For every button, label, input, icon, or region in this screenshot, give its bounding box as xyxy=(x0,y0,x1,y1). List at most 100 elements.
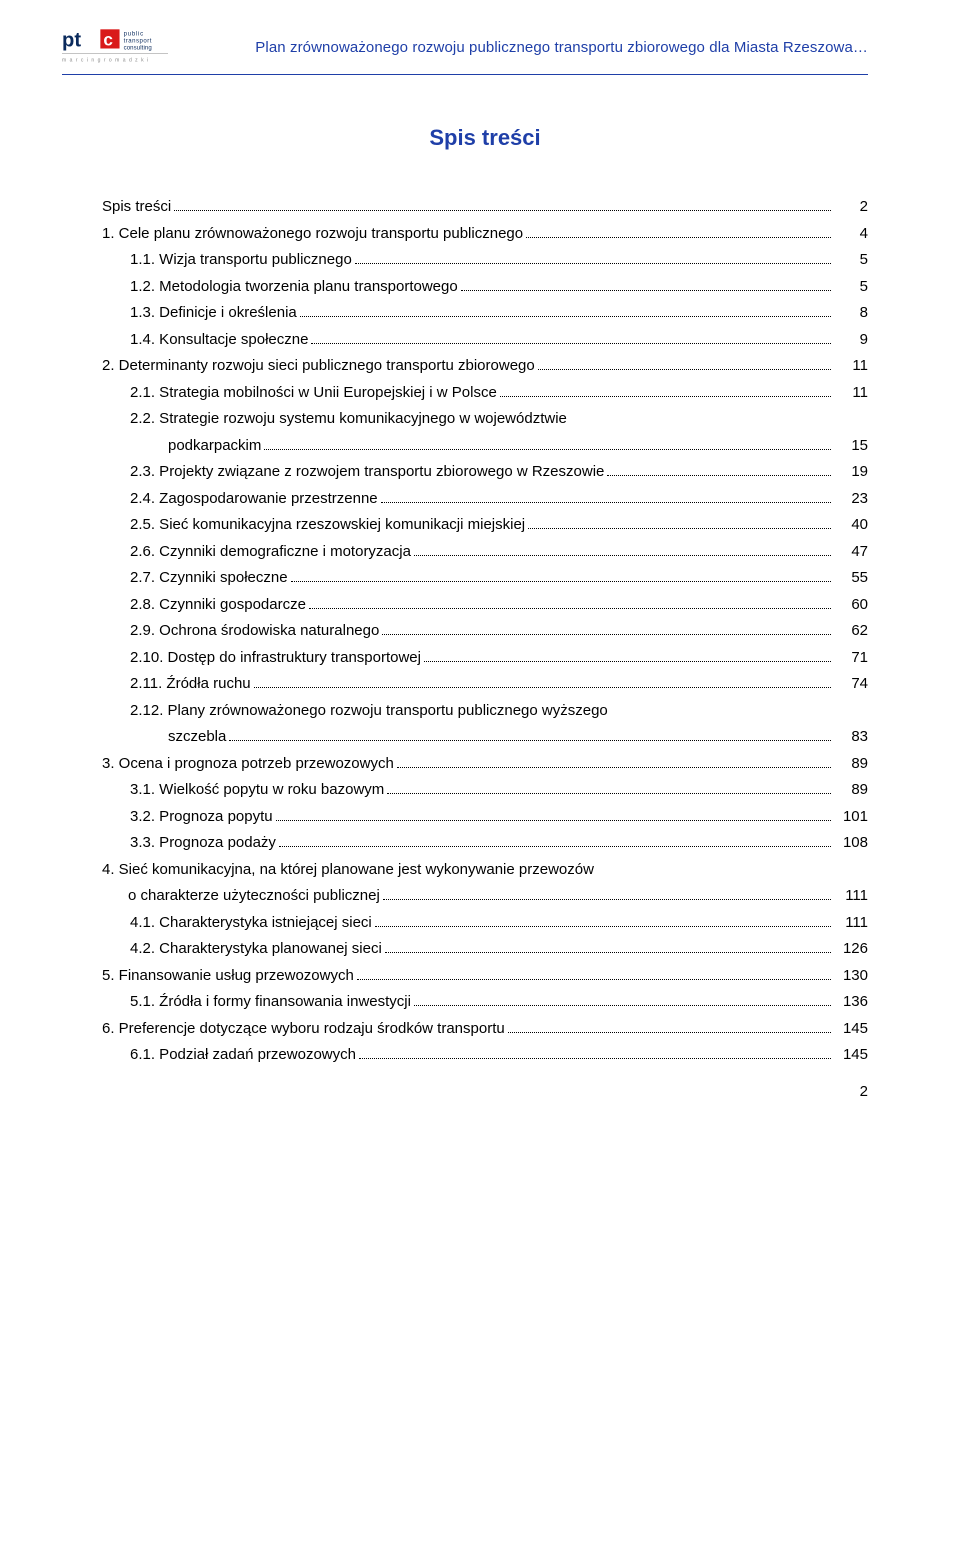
toc-entry-label: 2.7. Czynniki społeczne xyxy=(130,567,288,590)
toc-dot-leader xyxy=(607,475,831,476)
toc-entry-page: 74 xyxy=(834,673,868,696)
toc-entry: 3. Ocena i prognoza potrzeb przewozowych… xyxy=(102,753,868,776)
toc-entry-label: 2.6. Czynniki demograficzne i motoryzacj… xyxy=(130,541,411,564)
toc-entry-page: 126 xyxy=(834,938,868,961)
toc-dot-leader xyxy=(359,1058,831,1059)
toc-entry: 2.9. Ochrona środowiska naturalnego62 xyxy=(130,620,868,643)
toc-entry-label: 2.5. Sieć komunikacyjna rzeszowskiej kom… xyxy=(130,514,525,537)
toc-entry: 5.1. Źródła i formy finansowania inwesty… xyxy=(130,991,868,1014)
toc-dot-leader xyxy=(276,820,831,821)
toc-entry: 2.3. Projekty związane z rozwojem transp… xyxy=(130,461,868,484)
toc-dot-leader xyxy=(291,581,831,582)
toc-entry-page: 19 xyxy=(834,461,868,484)
svg-text:public: public xyxy=(124,31,144,37)
toc-entry: 1.4. Konsultacje społeczne 9 xyxy=(130,329,868,352)
toc-entry-page: 111 xyxy=(834,885,868,908)
toc-entry-page: 145 xyxy=(834,1044,868,1067)
toc-entry-label: 4.2. Charakterystyka planowanej sieci xyxy=(130,938,382,961)
toc-entry-page: 11 xyxy=(834,382,868,405)
toc-entry-page: 8 xyxy=(834,302,868,325)
toc-dot-leader xyxy=(381,502,831,503)
toc-entry: 3.3. Prognoza podaży108 xyxy=(130,832,868,855)
toc-entry: 1.3. Definicje i określenia 8 xyxy=(130,302,868,325)
toc-entry-continuation: podkarpackim 15 xyxy=(168,435,868,458)
toc-entry-label: 4. Sieć komunikacyjna, na której planowa… xyxy=(102,859,594,882)
toc-dot-leader xyxy=(174,210,831,211)
toc-dot-leader xyxy=(300,316,831,317)
toc-dot-leader xyxy=(538,369,831,370)
toc-entry: 2.5. Sieć komunikacyjna rzeszowskiej kom… xyxy=(130,514,868,537)
toc-entry: 1.1. Wizja transportu publicznego5 xyxy=(130,249,868,272)
toc-entry-label: 6.1. Podział zadań przewozowych xyxy=(130,1044,356,1067)
toc-entry-page: 145 xyxy=(834,1018,868,1041)
document-page: pt c public transport consulting m a r c… xyxy=(0,0,960,1113)
toc-entry-label: 5.1. Źródła i formy finansowania inwesty… xyxy=(130,991,411,1014)
toc-entry-label: 6. Preferencje dotyczące wyboru rodzaju … xyxy=(102,1018,505,1041)
toc-entry: 2.7. Czynniki społeczne 55 xyxy=(130,567,868,590)
toc-entry-label: 1. Cele planu zrównoważonego rozwoju tra… xyxy=(102,223,523,246)
svg-text:consulting: consulting xyxy=(124,46,152,52)
toc-entry-page: 89 xyxy=(834,779,868,802)
toc-dot-leader xyxy=(309,608,831,609)
header-rule xyxy=(62,74,868,75)
toc-entry-label: 5. Finansowanie usług przewozowych xyxy=(102,965,354,988)
toc-entry-label: 1.4. Konsultacje społeczne xyxy=(130,329,308,352)
toc-entry-page: 47 xyxy=(834,541,868,564)
toc-entry-label: 3.2. Prognoza popytu xyxy=(130,806,273,829)
toc-entry-page: 5 xyxy=(834,276,868,299)
page-header: pt c public transport consulting m a r c… xyxy=(102,28,868,68)
toc-dot-leader xyxy=(500,396,831,397)
toc-entry-page: 9 xyxy=(834,329,868,352)
toc-entry-label: 2.1. Strategia mobilności w Unii Europej… xyxy=(130,382,497,405)
toc-entry-label: 3. Ocena i prognoza potrzeb przewozowych xyxy=(102,753,394,776)
toc-entry-label: 1.3. Definicje i określenia xyxy=(130,302,297,325)
svg-text:m a r c i n g r o m a d z k: m a r c i n g r o m a d z k i xyxy=(62,58,149,64)
toc-dot-leader xyxy=(355,263,831,264)
toc-entry-page: 136 xyxy=(834,991,868,1014)
toc-entry-page: 83 xyxy=(834,726,868,749)
toc-entry: 2. Determinanty rozwoju sieci publiczneg… xyxy=(102,355,868,378)
toc-entry-page: 89 xyxy=(834,753,868,776)
running-header-title: Plan zrównoważonego rozwoju publicznego … xyxy=(178,37,868,60)
toc-entry-label: 3.1. Wielkość popytu w roku bazowym xyxy=(130,779,384,802)
toc-entry-page: 2 xyxy=(834,196,868,219)
page-number: 2 xyxy=(102,1081,868,1104)
toc-entry-label: 2.11. Źródła ruchu xyxy=(130,673,251,696)
toc-entry-page: 4 xyxy=(834,223,868,246)
toc-entry-label: 2.8. Czynniki gospodarcze xyxy=(130,594,306,617)
toc-dot-leader xyxy=(461,290,831,291)
toc-dot-leader xyxy=(397,767,831,768)
toc-entry-label: 2.3. Projekty związane z rozwojem transp… xyxy=(130,461,604,484)
toc-entry-continuation: szczebla 83 xyxy=(168,726,868,749)
toc-entry-page: 108 xyxy=(834,832,868,855)
toc-entry: 3.2. Prognoza popytu101 xyxy=(130,806,868,829)
toc-dot-leader xyxy=(508,1032,831,1033)
toc-entry-label: 1.2. Metodologia tworzenia planu transpo… xyxy=(130,276,458,299)
toc-entry-label: szczebla xyxy=(168,726,226,749)
toc-entry-page: 15 xyxy=(834,435,868,458)
brand-logo: pt c public transport consulting m a r c… xyxy=(62,28,168,68)
svg-text:transport: transport xyxy=(124,38,152,44)
toc-entry-label: 2.9. Ochrona środowiska naturalnego xyxy=(130,620,379,643)
toc-entry-page: 55 xyxy=(834,567,868,590)
toc-dot-leader xyxy=(526,237,831,238)
toc-entry-label: podkarpackim xyxy=(168,435,261,458)
toc-entry-label: 2.12. Plany zrównoważonego rozwoju trans… xyxy=(130,700,608,723)
toc-entry: 1. Cele planu zrównoważonego rozwoju tra… xyxy=(102,223,868,246)
toc-entry: 1.2. Metodologia tworzenia planu transpo… xyxy=(130,276,868,299)
toc-entry-page: 60 xyxy=(834,594,868,617)
toc-dot-leader xyxy=(424,661,831,662)
toc-dot-leader xyxy=(229,740,831,741)
toc-entry-label: o charakterze użyteczności publicznej xyxy=(128,885,380,908)
toc-entry-page: 23 xyxy=(834,488,868,511)
toc-dot-leader xyxy=(264,449,831,450)
toc-entry: 2.6. Czynniki demograficzne i motoryzacj… xyxy=(130,541,868,564)
svg-text:c: c xyxy=(103,29,113,49)
toc-entry: 6.1. Podział zadań przewozowych 145 xyxy=(130,1044,868,1067)
toc-entry-page: 40 xyxy=(834,514,868,537)
toc-entry-label: 2. Determinanty rozwoju sieci publiczneg… xyxy=(102,355,535,378)
toc-entry-page: 71 xyxy=(834,647,868,670)
page-title: Spis treści xyxy=(102,121,868,154)
toc-entry-label: 2.10. Dostęp do infrastruktury transport… xyxy=(130,647,421,670)
svg-text:pt: pt xyxy=(62,29,81,51)
